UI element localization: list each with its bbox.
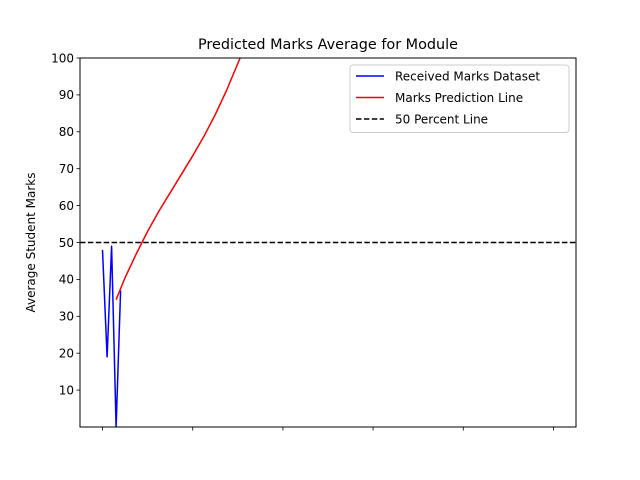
y-tick-label: 20 [59,347,74,361]
legend-label-50-percent-line: 50 Percent Line [395,112,488,126]
y-tick-label: 30 [59,310,74,324]
legend-label-received-marks-dataset: Received Marks Dataset [395,69,540,83]
y-tick-label: 100 [51,51,74,65]
y-tick-label: 10 [59,383,74,397]
y-tick-label: 60 [59,199,74,213]
y-tick-label: 40 [59,273,74,287]
legend-box [349,64,570,133]
legend-label-marks-prediction-line: Marks Prediction Line [395,91,523,105]
legend: Received Marks Dataset Marks Prediction L… [349,64,570,133]
x-axis [102,427,554,431]
series-line-received-marks-dataset [101,245,122,427]
y-tick-label: 80 [59,125,74,139]
y-tick-label: 90 [59,88,74,102]
y-tick-label: 50 [59,236,74,250]
y-axis-label: Average Student Marks [24,173,38,313]
series-line-marks-prediction-line [115,58,241,300]
plot-area [80,58,576,427]
y-tick-label: 70 [59,162,74,176]
chart-title: Predicted Marks Average for Module [198,37,458,53]
y-axis: 10 20 30 40 50 60 70 80 90 100 [51,51,80,397]
